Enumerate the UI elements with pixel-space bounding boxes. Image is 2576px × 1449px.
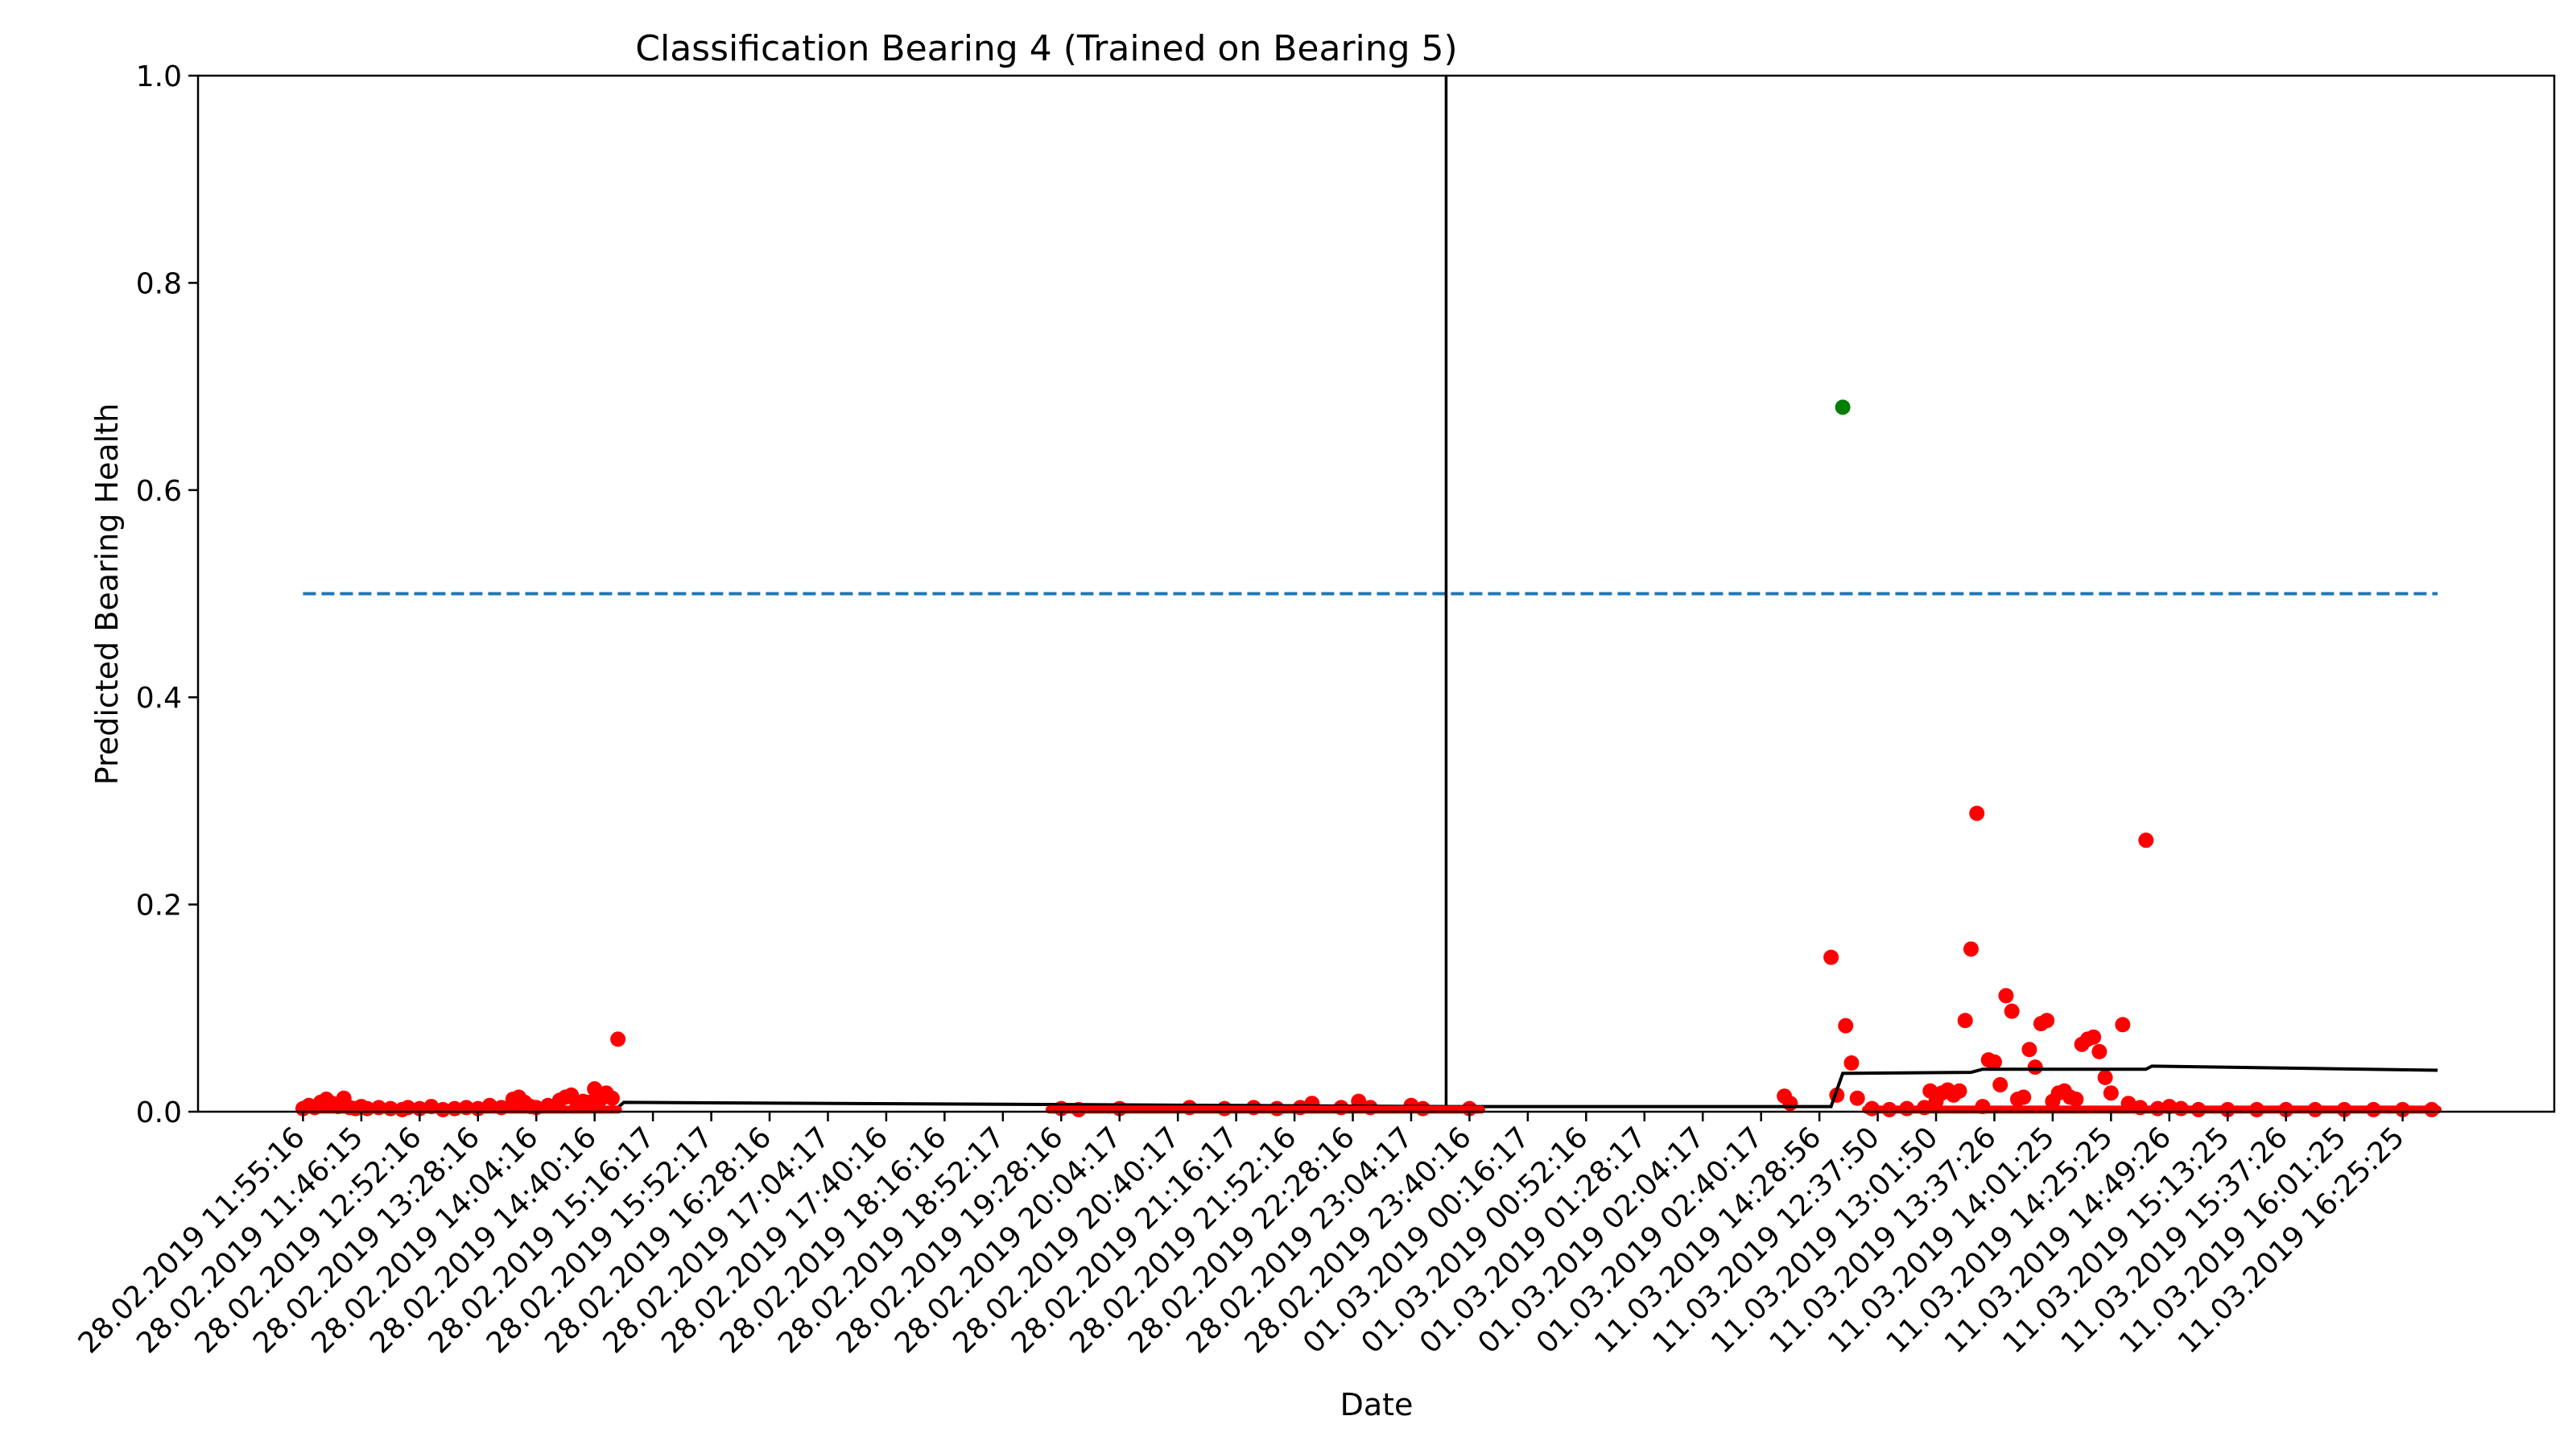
y-tick-label: 0.4 — [136, 682, 182, 715]
data-point — [610, 1031, 626, 1047]
data-point — [2039, 1013, 2055, 1029]
data-point — [1843, 1055, 1860, 1071]
data-point — [2115, 1017, 2131, 1033]
data-point — [2027, 1059, 2043, 1075]
data-point — [2091, 1043, 2107, 1059]
y-tick-label: 1.0 — [136, 60, 182, 93]
data-point — [1838, 1018, 1854, 1034]
data-point — [1963, 941, 1979, 957]
data-point — [1835, 399, 1851, 415]
data-point — [1823, 949, 1839, 965]
data-point — [1986, 1054, 2002, 1070]
data-point — [2103, 1085, 2119, 1101]
y-tick-label: 0.8 — [136, 267, 182, 300]
y-tick-label: 0.6 — [136, 475, 182, 508]
x-axis-label: Date — [1340, 1387, 1414, 1422]
plot-frame — [196, 74, 2556, 1113]
data-point — [2021, 1042, 2037, 1058]
y-axis: 0.0 0.2 0.4 0.6 0.8 1.0 — [136, 60, 198, 1129]
y-axis-label: Predicted Bearing Health — [89, 403, 125, 785]
series-line — [320, 1064, 2438, 1112]
data-point — [1992, 1077, 2008, 1093]
data-point — [1951, 1083, 1967, 1099]
data-point — [1957, 1013, 1973, 1029]
y-tick-label: 0.0 — [136, 1096, 182, 1129]
data-point — [2004, 1003, 2020, 1019]
data-point — [1998, 988, 2014, 1004]
y-tick-label: 0.2 — [136, 890, 182, 923]
data-point — [2016, 1089, 2032, 1105]
data-point — [1969, 805, 1985, 821]
data-point — [1782, 1096, 1798, 1112]
data-point — [2068, 1092, 2084, 1108]
data-point — [2086, 1029, 2102, 1045]
data-point — [1922, 1083, 1938, 1099]
data-point — [1849, 1090, 1865, 1106]
data-point — [2138, 832, 2154, 848]
data-point — [604, 1090, 620, 1106]
data-point — [2097, 1070, 2113, 1086]
chart-title: Classification Bearing 4 (Trained on Bea… — [635, 28, 1457, 69]
